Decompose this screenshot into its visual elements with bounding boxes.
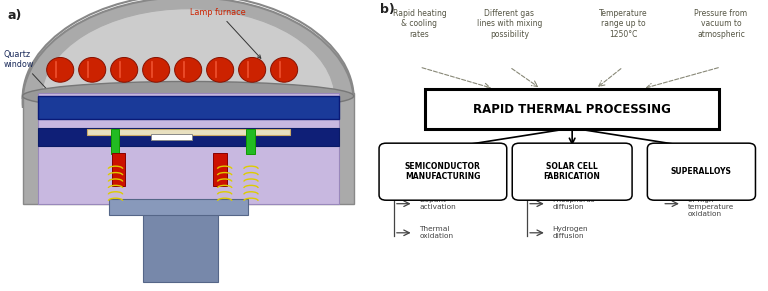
Text: Temperature
range up to
1250°C: Temperature range up to 1250°C xyxy=(599,9,647,38)
Text: Quartz
window: Quartz window xyxy=(4,49,61,105)
Ellipse shape xyxy=(174,58,202,82)
Bar xyxy=(247,129,255,154)
Ellipse shape xyxy=(22,0,354,207)
Text: Water-cooled
bedplate: Water-cooled bedplate xyxy=(0,163,59,182)
Text: Different gas
lines with mixing
possibility: Different gas lines with mixing possibil… xyxy=(477,9,542,38)
FancyBboxPatch shape xyxy=(22,93,354,204)
Text: Quartz pins: Quartz pins xyxy=(253,157,306,185)
FancyBboxPatch shape xyxy=(425,89,719,129)
Ellipse shape xyxy=(239,58,266,82)
Bar xyxy=(38,93,339,204)
Ellipse shape xyxy=(41,9,335,189)
Text: a): a) xyxy=(8,9,22,22)
Bar xyxy=(143,212,218,282)
Text: Lamp furnace: Lamp furnace xyxy=(190,8,261,58)
Text: SUPERALLOYS: SUPERALLOYS xyxy=(671,167,732,176)
Ellipse shape xyxy=(143,58,170,82)
Text: Susceptor: Susceptor xyxy=(4,125,101,134)
Bar xyxy=(38,128,339,146)
Text: RAPID THERMAL PROCESSING: RAPID THERMAL PROCESSING xyxy=(473,103,671,116)
Bar xyxy=(214,153,227,186)
Bar xyxy=(0,111,395,291)
Text: Pressure from
vacuum to
atmospheric: Pressure from vacuum to atmospheric xyxy=(694,9,747,38)
Text: SOLAR CELL
FABRICATION: SOLAR CELL FABRICATION xyxy=(544,162,601,181)
Text: Pyrometer: Pyrometer xyxy=(99,247,177,267)
Text: Thermal
oxidation: Thermal oxidation xyxy=(419,226,454,239)
Text: Dopant
activation: Dopant activation xyxy=(419,197,456,210)
Bar xyxy=(151,134,192,140)
Text: SEMICONDUCTOR
MANUFACTURING: SEMICONDUCTOR MANUFACTURING xyxy=(405,162,481,181)
Bar xyxy=(0,108,395,291)
FancyBboxPatch shape xyxy=(647,143,756,200)
Bar xyxy=(112,153,125,186)
Text: Rapid heating
& cooling
rates: Rapid heating & cooling rates xyxy=(392,9,446,38)
FancyBboxPatch shape xyxy=(379,143,507,200)
Text: TEM
sample: TEM sample xyxy=(124,139,170,159)
FancyBboxPatch shape xyxy=(512,143,632,200)
Ellipse shape xyxy=(78,58,106,82)
Ellipse shape xyxy=(111,58,137,82)
Text: Hydrogen
diffusion: Hydrogen diffusion xyxy=(553,226,588,239)
Text: Phosphorus
diffusion: Phosphorus diffusion xyxy=(553,197,595,210)
Ellipse shape xyxy=(207,58,233,82)
Text: Early stages
of high
temperature
oxidation: Early stages of high temperature oxidati… xyxy=(687,190,734,217)
Bar xyxy=(87,129,290,135)
Bar xyxy=(111,129,119,154)
Text: b): b) xyxy=(380,3,395,16)
Ellipse shape xyxy=(270,58,298,82)
Bar xyxy=(109,199,248,215)
Ellipse shape xyxy=(22,81,354,111)
Ellipse shape xyxy=(47,58,74,82)
Bar xyxy=(38,96,339,119)
